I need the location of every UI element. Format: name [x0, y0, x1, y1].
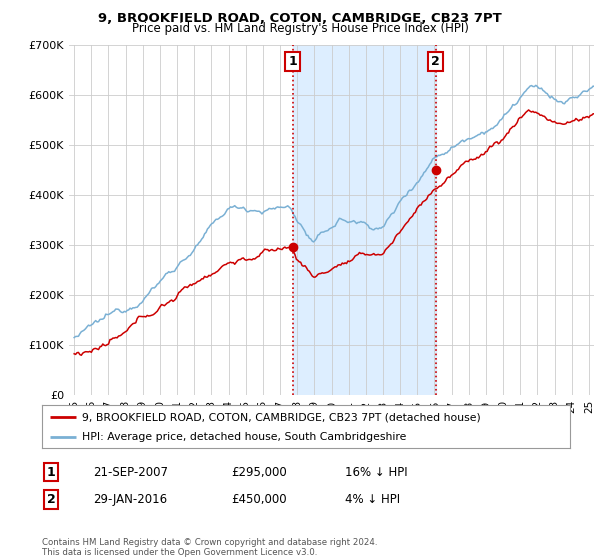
Text: 4% ↓ HPI: 4% ↓ HPI	[345, 493, 400, 506]
Text: £450,000: £450,000	[231, 493, 287, 506]
Text: 29-JAN-2016: 29-JAN-2016	[93, 493, 167, 506]
Text: Price paid vs. HM Land Registry's House Price Index (HPI): Price paid vs. HM Land Registry's House …	[131, 22, 469, 35]
Text: 9, BROOKFIELD ROAD, COTON, CAMBRIDGE, CB23 7PT: 9, BROOKFIELD ROAD, COTON, CAMBRIDGE, CB…	[98, 12, 502, 25]
Text: Contains HM Land Registry data © Crown copyright and database right 2024.
This d: Contains HM Land Registry data © Crown c…	[42, 538, 377, 557]
Text: 9, BROOKFIELD ROAD, COTON, CAMBRIDGE, CB23 7PT (detached house): 9, BROOKFIELD ROAD, COTON, CAMBRIDGE, CB…	[82, 412, 481, 422]
Text: HPI: Average price, detached house, South Cambridgeshire: HPI: Average price, detached house, Sout…	[82, 432, 406, 442]
Text: 16% ↓ HPI: 16% ↓ HPI	[345, 465, 407, 479]
Bar	[293, 45, 436, 395]
Text: 1: 1	[47, 465, 55, 479]
Text: 2: 2	[47, 493, 55, 506]
Text: 1: 1	[288, 55, 297, 68]
Text: £295,000: £295,000	[231, 465, 287, 479]
Text: 2: 2	[431, 55, 440, 68]
Text: 21-SEP-2007: 21-SEP-2007	[93, 465, 168, 479]
